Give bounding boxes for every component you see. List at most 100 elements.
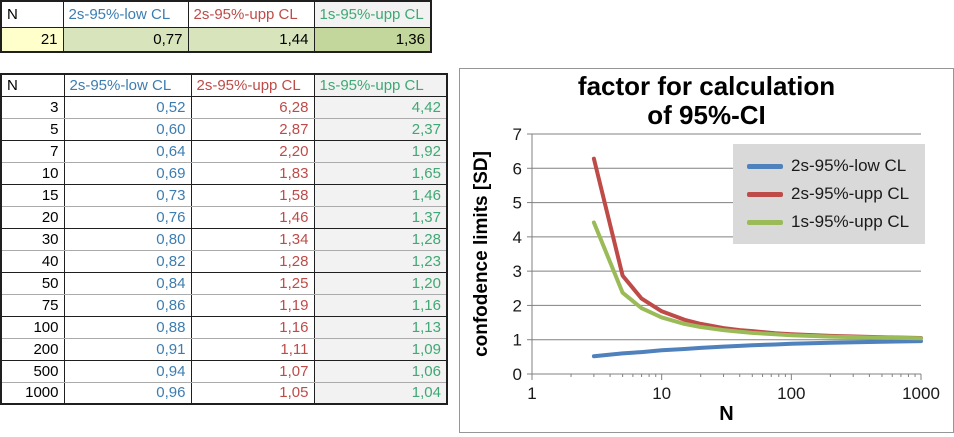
series-line-2[interactable] [591,220,923,341]
cell[interactable]: 1,16 [190,316,315,339]
cell[interactable]: 0,91 [63,338,192,361]
cell[interactable]: 15 [0,184,65,207]
cell[interactable]: 40 [0,250,65,273]
cell[interactable]: 30 [0,228,65,251]
cell[interactable]: 1,20 [313,272,448,295]
cell[interactable]: 1,44 [187,27,315,53]
cell[interactable]: 3 [0,96,65,119]
cell[interactable]: 20 [0,206,65,229]
cell[interactable]: 200 [0,338,65,361]
summary-table[interactable]: N 2s-95%-low CL 2s-95%-upp CL 1s-95%-upp CL… [0,0,432,53]
cell[interactable]: 7 [0,140,65,163]
legend-label: 2s-95%-upp CL [791,184,910,203]
cell[interactable]: 75 [0,294,65,317]
legend-line-swatch [747,163,783,169]
chart-title: factor for calculation of 95%-CI [460,71,953,130]
cell[interactable]: 1,36 [313,27,432,53]
cell[interactable]: 0,77 [62,27,189,53]
y-tick-label: 6 [513,159,522,178]
column-header[interactable]: N [0,0,64,28]
cell[interactable]: 500 [0,360,65,383]
cell[interactable]: 1,92 [313,140,448,163]
column-header[interactable]: 2s-95%-low CL [63,73,192,97]
cell[interactable]: 1,37 [313,206,448,229]
table-row: 30 0,80 1,34 1,28 [0,228,448,251]
table-row: 75 0,86 1,19 1,16 [0,294,448,317]
cell[interactable]: 1,25 [190,272,315,295]
chart-plot-area: 0 1 2 3 4 5 6 7 1 10 100 1000 [460,69,953,432]
cell[interactable]: 1,06 [313,360,448,383]
cell[interactable]: 1,11 [190,338,315,361]
table-row: 10 0,69 1,83 1,65 [0,162,448,185]
cell[interactable]: 1,19 [190,294,315,317]
cell[interactable]: 2,37 [313,118,448,141]
column-header[interactable]: 2s-95%-upp CL [190,73,315,97]
cell[interactable]: 0,88 [63,316,192,339]
table-row: 7 0,64 2,20 1,92 [0,140,448,163]
cell[interactable]: 1,13 [313,316,448,339]
x-tick-label: 10 [652,384,671,403]
cell[interactable]: 0,84 [63,272,192,295]
cell[interactable]: 2,20 [190,140,315,163]
series-line-0[interactable] [591,339,923,359]
cell[interactable]: 2,87 [190,118,315,141]
cell[interactable]: 1,07 [190,360,315,383]
cell[interactable]: 1,28 [190,250,315,273]
column-header[interactable]: 2s-95%-upp CL [187,0,315,28]
chart-container[interactable]: 0 1 2 3 4 5 6 7 1 10 100 1000 factor for calculatio… [459,68,954,433]
cell[interactable]: 10 [0,162,65,185]
cell[interactable]: 5 [0,118,65,141]
cell[interactable]: 0,64 [63,140,192,163]
cell[interactable]: 0,96 [63,382,192,405]
legend-entry[interactable]: 2s-95%-upp CL [747,180,925,208]
y-tick-label: 3 [513,262,522,281]
cell[interactable]: 0,73 [63,184,192,207]
table-row: 500 0,94 1,07 1,06 [0,360,448,383]
cell[interactable]: 50 [0,272,65,295]
cell[interactable]: 0,82 [63,250,192,273]
x-tick-label: 1 [527,384,536,403]
column-header[interactable]: 2s-95%-low CL [62,0,189,28]
cell[interactable]: 1,34 [190,228,315,251]
cell[interactable]: 4,42 [313,96,448,119]
cell[interactable]: 1,46 [190,206,315,229]
column-header[interactable]: 1s-95%-upp CL [313,0,432,28]
column-header[interactable]: N [0,73,65,97]
cell[interactable]: 0,52 [63,96,192,119]
chart-legend[interactable]: 2s-95%-low CL 2s-95%-upp CL 1s-95%-upp CL [733,144,925,244]
cell[interactable]: 0,60 [63,118,192,141]
cell[interactable]: 1,83 [190,162,315,185]
y-tick-label: 7 [513,125,522,144]
y-tick-label: 1 [513,331,522,350]
cell[interactable]: 1,05 [190,382,315,405]
cell[interactable]: 6,28 [190,96,315,119]
cell[interactable]: 1,65 [313,162,448,185]
cell[interactable]: 0,69 [63,162,192,185]
cell[interactable]: 1000 [0,382,65,405]
cell[interactable]: 100 [0,316,65,339]
cell[interactable]: 0,94 [63,360,192,383]
factor-table[interactable]: N 2s-95%-low CL 2s-95%-upp CL 1s-95%-upp CL… [0,73,448,405]
cell[interactable]: 1,16 [313,294,448,317]
legend-entry[interactable]: 2s-95%-low CL [747,152,925,180]
y-axis-label: confodence limits [SD] [471,151,492,357]
cell[interactable]: 1,46 [313,184,448,207]
table-row: 100 0,88 1,16 1,13 [0,316,448,339]
cell[interactable]: 21 [0,27,64,53]
cell[interactable]: 0,80 [63,228,192,251]
cell[interactable]: 1,09 [313,338,448,361]
column-header[interactable]: 1s-95%-upp CL [313,73,448,97]
cell[interactable]: 1,23 [313,250,448,273]
y-tick-label: 2 [513,296,522,315]
table-row: 200 0,91 1,11 1,09 [0,338,448,361]
cell[interactable]: 1,28 [313,228,448,251]
table-row: 20 0,76 1,46 1,37 [0,206,448,229]
legend-entry[interactable]: 1s-95%-upp CL [747,208,925,236]
cell[interactable]: 0,76 [63,206,192,229]
cell[interactable]: 0,86 [63,294,192,317]
cell[interactable]: 1,04 [313,382,448,405]
y-tick-label: 5 [513,194,522,213]
x-tick-label: 100 [777,384,805,403]
cell[interactable]: 1,58 [190,184,315,207]
